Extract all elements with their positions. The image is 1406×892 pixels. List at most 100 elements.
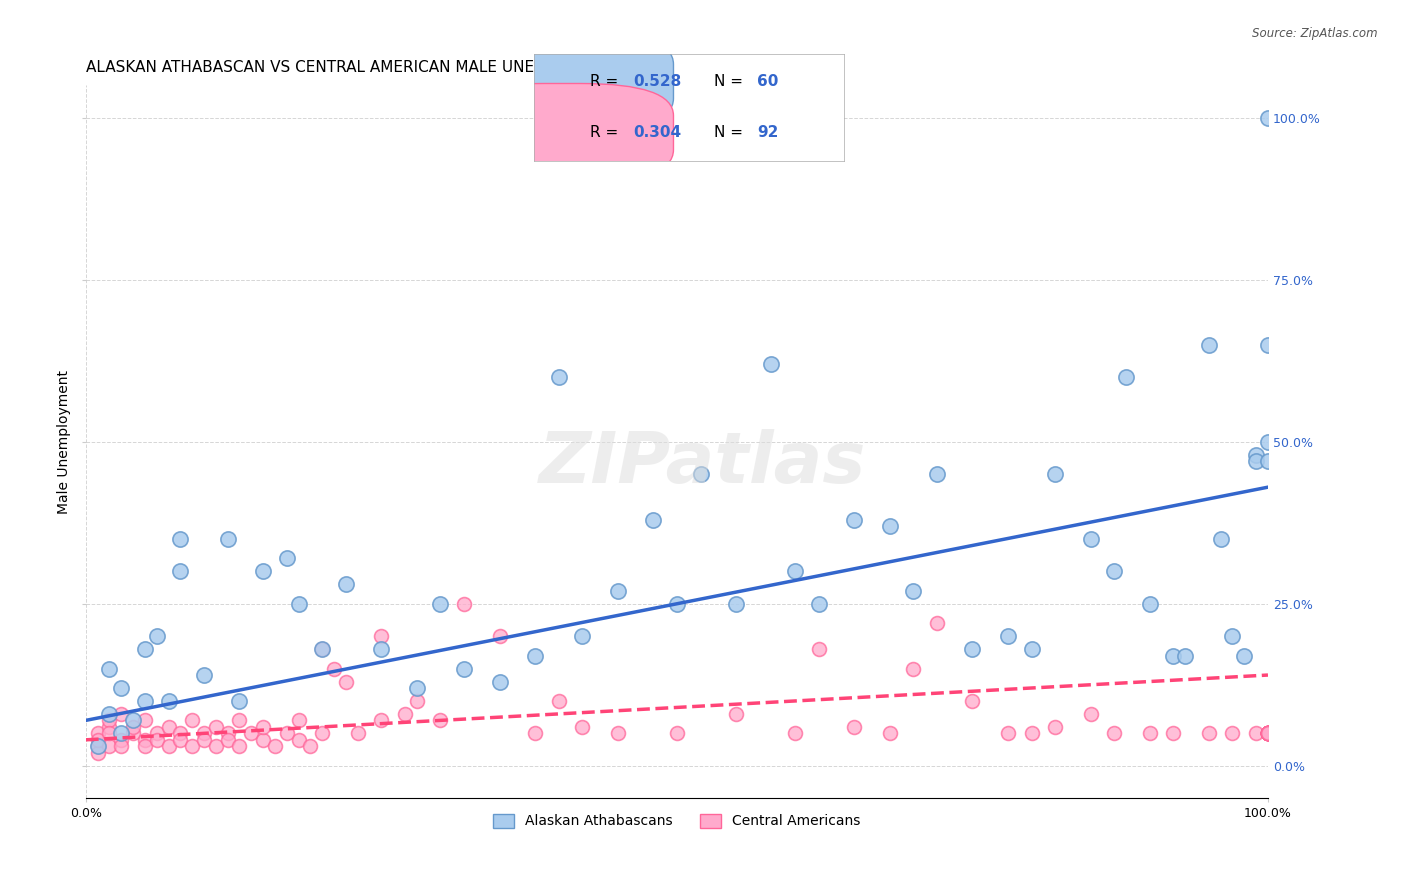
Text: 0.528: 0.528: [633, 74, 682, 89]
Central Americans: [1080, 706, 1102, 721]
Central Americans: [134, 739, 156, 754]
Central Americans: [134, 732, 156, 747]
Central Americans: [122, 720, 145, 734]
Alaskan Athabascans: [1021, 642, 1043, 657]
Alaskan Athabascans: [276, 551, 298, 566]
Central Americans: [1257, 726, 1279, 740]
Central Americans: [665, 726, 688, 740]
Text: 60: 60: [756, 74, 779, 89]
Alaskan Athabascans: [169, 532, 191, 546]
Central Americans: [217, 732, 239, 747]
Alaskan Athabascans: [606, 583, 628, 598]
Central Americans: [1257, 726, 1279, 740]
Central Americans: [571, 720, 593, 734]
Alaskan Athabascans: [335, 577, 357, 591]
Central Americans: [98, 726, 121, 740]
Central Americans: [169, 726, 191, 740]
Alaskan Athabascans: [547, 370, 569, 384]
Alaskan Athabascans: [783, 565, 806, 579]
Central Americans: [145, 726, 167, 740]
Text: ALASKAN ATHABASCAN VS CENTRAL AMERICAN MALE UNEMPLOYMENT CORRELATION CHART: ALASKAN ATHABASCAN VS CENTRAL AMERICAN M…: [86, 60, 799, 75]
Alaskan Athabascans: [925, 467, 948, 482]
Alaskan Athabascans: [110, 726, 132, 740]
Central Americans: [1163, 726, 1185, 740]
Alaskan Athabascans: [689, 467, 711, 482]
Central Americans: [1104, 726, 1126, 740]
Central Americans: [724, 706, 747, 721]
Central Americans: [228, 714, 250, 728]
Central Americans: [807, 642, 830, 657]
Central Americans: [181, 714, 204, 728]
Alaskan Athabascans: [157, 694, 180, 708]
Central Americans: [1021, 726, 1043, 740]
Central Americans: [962, 694, 984, 708]
Central Americans: [86, 726, 108, 740]
Central Americans: [252, 720, 274, 734]
Alaskan Athabascans: [217, 532, 239, 546]
Alaskan Athabascans: [488, 674, 510, 689]
Central Americans: [346, 726, 368, 740]
Central Americans: [134, 714, 156, 728]
Central Americans: [323, 662, 346, 676]
Alaskan Athabascans: [724, 597, 747, 611]
Alaskan Athabascans: [429, 597, 451, 611]
Alaskan Athabascans: [879, 519, 901, 533]
Central Americans: [1257, 726, 1279, 740]
Central Americans: [110, 706, 132, 721]
Central Americans: [1257, 726, 1279, 740]
Central Americans: [488, 629, 510, 643]
Central Americans: [287, 732, 309, 747]
Central Americans: [1257, 726, 1279, 740]
Alaskan Athabascans: [643, 512, 665, 526]
Alaskan Athabascans: [1233, 648, 1256, 663]
Central Americans: [453, 597, 475, 611]
Alaskan Athabascans: [1257, 454, 1279, 468]
Text: ZIPatlas: ZIPatlas: [540, 429, 866, 499]
Alaskan Athabascans: [169, 565, 191, 579]
Central Americans: [844, 720, 866, 734]
Central Americans: [1257, 726, 1279, 740]
Alaskan Athabascans: [1043, 467, 1066, 482]
Central Americans: [252, 732, 274, 747]
Text: N =: N =: [714, 125, 748, 140]
Alaskan Athabascans: [98, 706, 121, 721]
Central Americans: [98, 720, 121, 734]
Alaskan Athabascans: [405, 681, 427, 695]
Alaskan Athabascans: [962, 642, 984, 657]
Central Americans: [98, 714, 121, 728]
FancyBboxPatch shape: [451, 84, 673, 182]
Y-axis label: Male Unemployment: Male Unemployment: [58, 370, 72, 514]
Central Americans: [547, 694, 569, 708]
Alaskan Athabascans: [252, 565, 274, 579]
Alaskan Athabascans: [997, 629, 1019, 643]
Alaskan Athabascans: [370, 642, 392, 657]
Central Americans: [98, 739, 121, 754]
Central Americans: [1257, 726, 1279, 740]
Alaskan Athabascans: [1139, 597, 1161, 611]
Alaskan Athabascans: [134, 642, 156, 657]
Central Americans: [86, 732, 108, 747]
Alaskan Athabascans: [665, 597, 688, 611]
Central Americans: [1198, 726, 1220, 740]
Central Americans: [228, 739, 250, 754]
Alaskan Athabascans: [1209, 532, 1232, 546]
Central Americans: [335, 674, 357, 689]
Central Americans: [311, 642, 333, 657]
Central Americans: [276, 726, 298, 740]
Text: R =: R =: [591, 74, 623, 89]
Alaskan Athabascans: [1174, 648, 1197, 663]
Alaskan Athabascans: [287, 597, 309, 611]
Central Americans: [903, 662, 925, 676]
Text: Source: ZipAtlas.com: Source: ZipAtlas.com: [1253, 27, 1378, 40]
Central Americans: [429, 714, 451, 728]
Central Americans: [524, 726, 547, 740]
Central Americans: [287, 714, 309, 728]
Legend: Alaskan Athabascans, Central Americans: Alaskan Athabascans, Central Americans: [488, 808, 866, 834]
Alaskan Athabascans: [1222, 629, 1244, 643]
Central Americans: [1043, 720, 1066, 734]
Alaskan Athabascans: [1244, 454, 1267, 468]
Alaskan Athabascans: [1104, 565, 1126, 579]
Central Americans: [217, 726, 239, 740]
Central Americans: [193, 732, 215, 747]
Central Americans: [394, 706, 416, 721]
